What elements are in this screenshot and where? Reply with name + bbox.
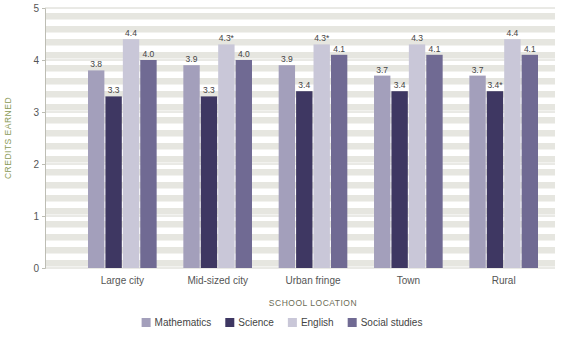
bar xyxy=(391,91,407,268)
data-label: 4.0 xyxy=(143,49,155,59)
y-tick: 5 xyxy=(33,3,45,14)
y-tick-label: 4 xyxy=(33,55,39,66)
data-label: 3.4* xyxy=(487,80,503,90)
bar xyxy=(331,55,347,268)
x-tick-label: Urban fringe xyxy=(285,275,340,286)
x-tick: Urban fringe xyxy=(285,275,340,286)
legend-label: Mathematics xyxy=(155,317,212,328)
bar xyxy=(201,96,217,268)
data-label: 4.0 xyxy=(238,49,250,59)
x-tick: Large city xyxy=(101,275,144,286)
legend-swatch xyxy=(225,318,234,327)
y-tick: 3 xyxy=(33,107,45,118)
bar xyxy=(183,65,199,268)
data-label: 3.9 xyxy=(281,54,293,64)
legend-label: English xyxy=(301,317,334,328)
data-label: 3.3 xyxy=(203,85,215,95)
plot-background xyxy=(45,8,555,268)
y-axis: 0 1 2 3 4 5 xyxy=(33,3,45,274)
bar xyxy=(374,76,390,268)
legend-label: Science xyxy=(238,317,274,328)
chart: 0 1 2 3 4 5 Large city Mid-sized city Urban frin… xyxy=(0,0,564,340)
legend-swatch xyxy=(348,318,357,327)
y-tick-label: 1 xyxy=(33,211,39,222)
legend-swatch xyxy=(288,318,297,327)
x-tick: Mid-sized city xyxy=(187,275,248,286)
data-label: 3.7 xyxy=(472,65,484,75)
x-tick-label: Mid-sized city xyxy=(187,275,248,286)
grid-line xyxy=(45,60,555,61)
data-label: 4.1 xyxy=(333,44,345,54)
bar xyxy=(522,55,538,268)
x-tick: Town xyxy=(397,275,420,286)
y-axis-line xyxy=(42,9,46,269)
data-label: 4.1 xyxy=(524,44,536,54)
grid-line xyxy=(45,8,555,9)
bar xyxy=(218,44,234,268)
bar xyxy=(426,55,442,268)
data-label: 3.9 xyxy=(186,54,198,64)
y-tick-mark xyxy=(42,8,45,9)
y-tick-mark xyxy=(42,112,45,113)
y-tick-label: 0 xyxy=(33,263,39,274)
x-tick-label: Town xyxy=(397,275,420,286)
y-tick-mark xyxy=(42,60,45,61)
y-tick: 2 xyxy=(33,159,45,170)
legend-swatch xyxy=(142,318,151,327)
y-tick-mark xyxy=(42,164,45,165)
y-tick-label: 5 xyxy=(33,3,39,14)
data-label: 3.4 xyxy=(298,80,310,90)
x-tick-label: Large city xyxy=(101,275,144,286)
data-label: 4.3* xyxy=(219,33,235,43)
data-label: 3.8 xyxy=(90,59,102,69)
data-label: 3.7 xyxy=(376,65,388,75)
grid xyxy=(45,8,555,268)
y-tick: 4 xyxy=(33,55,45,66)
bar xyxy=(236,60,252,268)
bar xyxy=(296,91,312,268)
bar xyxy=(504,39,520,268)
bars xyxy=(88,39,538,268)
bar xyxy=(140,60,156,268)
data-label: 4.4 xyxy=(125,28,137,38)
x-tick: Rural xyxy=(492,275,516,286)
bar xyxy=(409,44,425,268)
legend-item: English xyxy=(288,317,334,328)
data-label: 3.4 xyxy=(394,80,406,90)
x-axis: Large city Mid-sized city Urban fringe Town… xyxy=(101,275,516,286)
bar xyxy=(279,65,295,268)
data-labels: 3.83.93.93.73.73.33.33.43.43.4*4.44.3*4.… xyxy=(90,28,536,95)
bar xyxy=(469,76,485,268)
bar xyxy=(314,44,330,268)
legend-item: Science xyxy=(225,317,274,328)
bar xyxy=(487,91,503,268)
legend-label: Social studies xyxy=(361,317,423,328)
y-axis-title: CREDITS EARNED xyxy=(3,97,13,179)
y-tick-label: 2 xyxy=(33,159,39,170)
x-axis-title: SCHOOL LOCATION xyxy=(269,298,357,308)
bar xyxy=(105,96,121,268)
data-label: 4.1 xyxy=(429,44,441,54)
y-tick-label: 3 xyxy=(33,107,39,118)
y-tick: 0 xyxy=(33,263,45,274)
data-label: 4.4 xyxy=(506,28,518,38)
legend-item: Mathematics xyxy=(142,317,212,328)
data-label: 3.3 xyxy=(108,85,120,95)
legend: Mathematics Science English Social studies xyxy=(142,317,423,328)
legend-item: Social studies xyxy=(348,317,423,328)
data-label: 4.3 xyxy=(411,33,423,43)
y-tick-mark xyxy=(42,216,45,217)
data-label: 4.3* xyxy=(314,33,330,43)
bar xyxy=(123,39,139,268)
x-tick-label: Rural xyxy=(492,275,516,286)
y-tick-mark xyxy=(42,268,45,269)
y-tick: 1 xyxy=(33,211,45,222)
bar xyxy=(88,70,104,268)
